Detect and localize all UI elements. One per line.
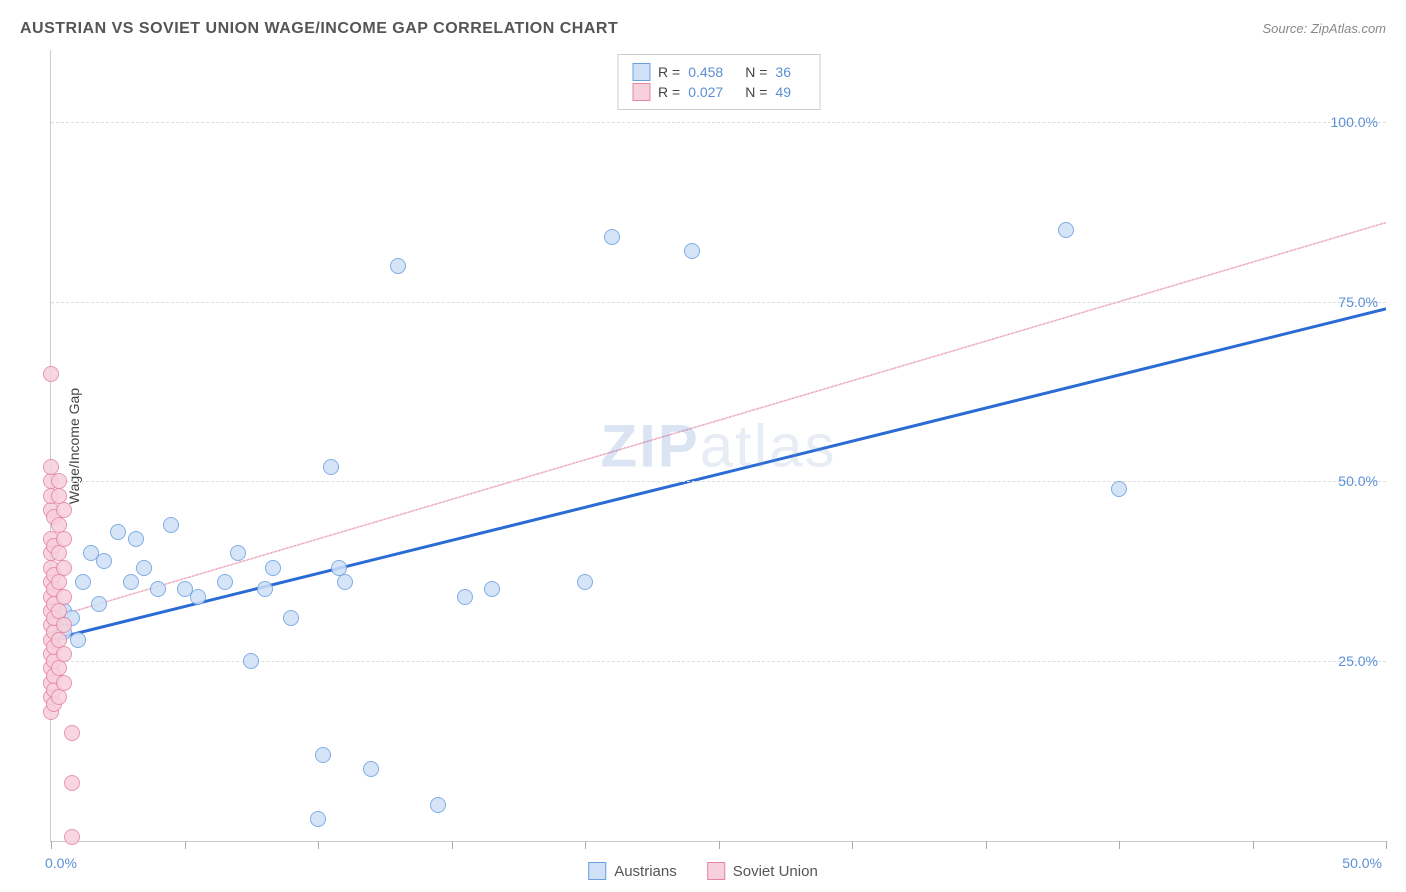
legend-swatch bbox=[632, 83, 650, 101]
trend-line bbox=[51, 309, 1386, 640]
scatter-point bbox=[457, 589, 473, 605]
legend-swatch bbox=[707, 862, 725, 880]
scatter-point bbox=[43, 366, 59, 382]
scatter-point bbox=[684, 243, 700, 259]
x-tick bbox=[1253, 841, 1254, 849]
y-tick-label: 75.0% bbox=[1338, 294, 1378, 310]
x-tick bbox=[51, 841, 52, 849]
r-label: R = bbox=[658, 84, 680, 100]
scatter-point bbox=[51, 473, 67, 489]
trend-line bbox=[51, 223, 1386, 619]
legend-series-label: Soviet Union bbox=[733, 863, 818, 880]
legend-correlation-row: R = 0.458 N = 36 bbox=[632, 63, 805, 81]
n-label: N = bbox=[745, 84, 767, 100]
scatter-point bbox=[56, 646, 72, 662]
watermark: ZIPatlas bbox=[600, 411, 836, 480]
x-tick bbox=[719, 841, 720, 849]
chart-title: AUSTRIAN VS SOVIET UNION WAGE/INCOME GAP… bbox=[20, 20, 618, 38]
legend-series-item: Austrians bbox=[588, 862, 677, 880]
scatter-point bbox=[64, 775, 80, 791]
chart-area: Wage/Income Gap ZIPatlas R =0.458N =36R … bbox=[50, 50, 1386, 842]
y-tick-label: 25.0% bbox=[1338, 653, 1378, 669]
legend-series-item: Soviet Union bbox=[707, 862, 818, 880]
r-label: R = bbox=[658, 64, 680, 80]
scatter-point bbox=[56, 675, 72, 691]
scatter-point bbox=[217, 574, 233, 590]
scatter-point bbox=[163, 517, 179, 533]
gridline-h bbox=[51, 481, 1386, 482]
scatter-point bbox=[604, 229, 620, 245]
x-tick bbox=[986, 841, 987, 849]
legend-swatch bbox=[632, 63, 650, 81]
n-label: N = bbox=[745, 64, 767, 80]
scatter-point bbox=[150, 581, 166, 597]
scatter-point bbox=[91, 596, 107, 612]
scatter-point bbox=[315, 747, 331, 763]
scatter-point bbox=[577, 574, 593, 590]
gridline-h bbox=[51, 302, 1386, 303]
x-axis-max-label: 50.0% bbox=[1342, 855, 1382, 871]
n-value: 36 bbox=[775, 64, 791, 80]
source-label: Source: ZipAtlas.com bbox=[1262, 21, 1386, 36]
scatter-point bbox=[363, 761, 379, 777]
scatter-point bbox=[70, 632, 86, 648]
scatter-point bbox=[56, 589, 72, 605]
scatter-point bbox=[257, 581, 273, 597]
scatter-point bbox=[123, 574, 139, 590]
scatter-point bbox=[110, 524, 126, 540]
scatter-point bbox=[128, 531, 144, 547]
watermark-bold: ZIP bbox=[600, 412, 699, 479]
r-value: 0.458 bbox=[688, 64, 723, 80]
x-tick bbox=[852, 841, 853, 849]
scatter-point bbox=[1111, 481, 1127, 497]
y-tick-label: 50.0% bbox=[1338, 473, 1378, 489]
scatter-point bbox=[1058, 222, 1074, 238]
x-tick bbox=[585, 841, 586, 849]
y-axis-title: Wage/Income Gap bbox=[66, 387, 82, 503]
gridline-h bbox=[51, 122, 1386, 123]
scatter-point bbox=[243, 653, 259, 669]
scatter-point bbox=[75, 574, 91, 590]
scatter-point bbox=[265, 560, 281, 576]
legend-correlation-box: R = 0.458 N = 36 R = 0.027 N = 49 bbox=[617, 54, 820, 110]
scatter-point bbox=[56, 560, 72, 576]
scatter-point bbox=[51, 689, 67, 705]
y-tick-label: 100.0% bbox=[1331, 114, 1378, 130]
scatter-point bbox=[484, 581, 500, 597]
x-tick bbox=[318, 841, 319, 849]
scatter-point bbox=[136, 560, 152, 576]
x-tick bbox=[1119, 841, 1120, 849]
scatter-point bbox=[310, 811, 326, 827]
legend-swatch bbox=[588, 862, 606, 880]
scatter-point bbox=[390, 258, 406, 274]
trend-lines-svg bbox=[51, 50, 1386, 841]
x-tick bbox=[452, 841, 453, 849]
scatter-point bbox=[56, 502, 72, 518]
scatter-point bbox=[56, 531, 72, 547]
r-value: 0.027 bbox=[688, 84, 723, 100]
scatter-point bbox=[283, 610, 299, 626]
scatter-point bbox=[337, 574, 353, 590]
scatter-point bbox=[56, 617, 72, 633]
scatter-point bbox=[64, 725, 80, 741]
x-tick bbox=[185, 841, 186, 849]
legend-series-label: Austrians bbox=[614, 863, 677, 880]
scatter-point bbox=[430, 797, 446, 813]
scatter-point bbox=[323, 459, 339, 475]
legend-correlation-row: R = 0.027 N = 49 bbox=[632, 83, 805, 101]
scatter-point bbox=[64, 829, 80, 845]
scatter-point bbox=[190, 589, 206, 605]
header-row: AUSTRIAN VS SOVIET UNION WAGE/INCOME GAP… bbox=[20, 20, 1386, 38]
n-value: 49 bbox=[775, 84, 791, 100]
watermark-rest: atlas bbox=[700, 412, 837, 479]
scatter-point bbox=[96, 553, 112, 569]
x-axis-min-label: 0.0% bbox=[45, 855, 77, 871]
x-tick bbox=[1386, 841, 1387, 849]
scatter-point bbox=[230, 545, 246, 561]
legend-series: Austrians Soviet Union bbox=[588, 862, 818, 880]
